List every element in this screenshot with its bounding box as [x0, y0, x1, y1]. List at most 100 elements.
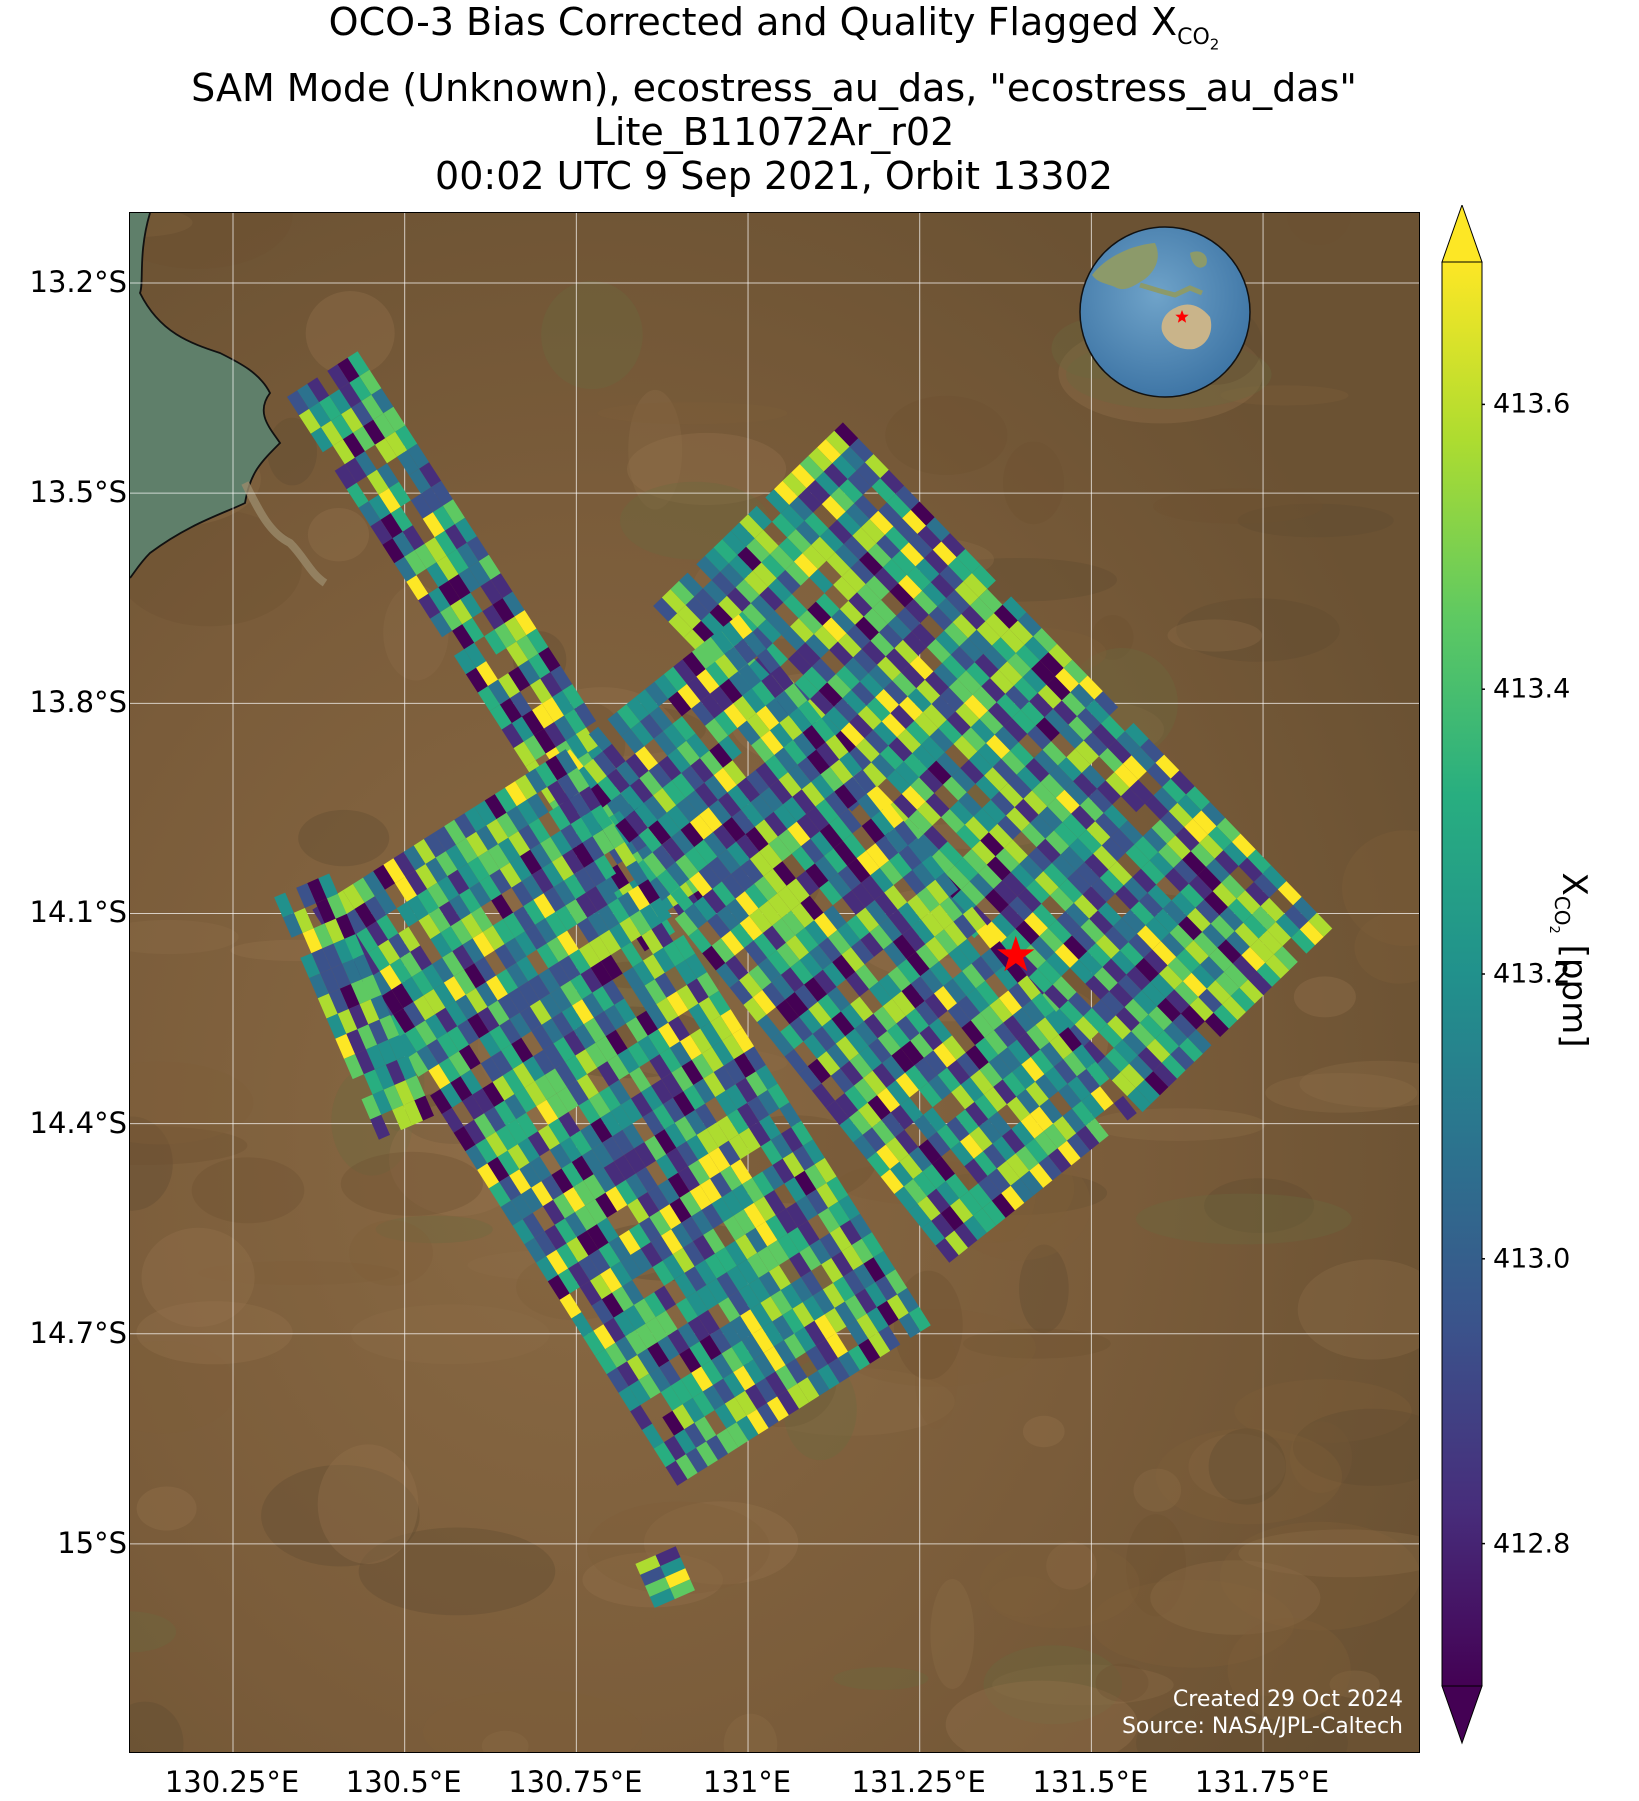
sounding-footprint [1113, 1095, 1137, 1121]
sounding-footprint [908, 1203, 932, 1229]
sounding-footprint [738, 1284, 761, 1310]
sounding-footprint [541, 1018, 564, 1044]
sounding-footprint [1001, 1185, 1025, 1211]
sounding-footprint [671, 829, 695, 855]
sounding-footprint [887, 966, 911, 992]
sounding-footprint [1095, 813, 1119, 838]
sounding-footprint [578, 1255, 601, 1281]
sounding-footprint [898, 845, 922, 871]
sounding-footprint [732, 1027, 755, 1053]
sounding-footprint [825, 430, 850, 455]
sounding-footprint [641, 1085, 663, 1111]
source-credit: Source: NASA/JPL-Caltech [1121, 1714, 1403, 1739]
sounding-footprint [688, 928, 712, 954]
sounding-footprint [462, 1094, 484, 1120]
sounding-footprint [1199, 834, 1224, 859]
map-panel[interactable]: Created 29 Oct 2024 Source: NASA/JPL-Cal… [129, 212, 1420, 1753]
sounding-footprint [542, 1199, 565, 1225]
sounding-footprint [668, 691, 692, 717]
sounding-footprint [1153, 787, 1178, 812]
sounding-footprint [765, 489, 790, 514]
sounding-footprint [739, 972, 763, 998]
sounding-footprint [516, 635, 539, 661]
sounding-footprint [885, 1269, 908, 1295]
sounding-footprint [1265, 954, 1290, 979]
sounding-footprint [652, 1260, 675, 1286]
sounding-footprint [965, 1102, 989, 1127]
sounding-footprint [772, 1158, 795, 1184]
sounding-footprint [287, 390, 309, 416]
sounding-footprint [1037, 960, 1062, 985]
sounding-footprint [1003, 718, 1028, 743]
sounding-footprint [887, 615, 912, 640]
sounding-footprint [856, 462, 881, 487]
sounding-footprint [916, 679, 941, 704]
terrain-patch [130, 213, 293, 269]
sounding-footprint [1076, 1069, 1100, 1094]
sounding-footprint [507, 1144, 530, 1170]
sounding-footprint [973, 1151, 997, 1176]
colorbar-tick-label: 413.6 [1493, 388, 1571, 420]
sounding-footprint [781, 910, 805, 936]
sounding-footprint [1027, 725, 1052, 750]
sounding-footprint [307, 878, 327, 904]
sounding-footprint [710, 686, 734, 711]
sounding-footprint [504, 781, 527, 807]
sounding-footprint [1039, 1098, 1063, 1124]
sounding-footprint [1029, 1163, 1053, 1188]
sounding-footprint [774, 747, 798, 773]
sounding-footprint [824, 848, 848, 874]
sounding-footprint [964, 1158, 988, 1184]
sounding-footprint [541, 1174, 564, 1200]
sounding-footprint [1026, 879, 1050, 904]
sounding-footprint [795, 927, 819, 953]
sounding-footprint [713, 1065, 736, 1091]
sounding-footprint [410, 493, 433, 519]
sounding-footprint [647, 877, 671, 902]
sounding-footprint [933, 663, 958, 688]
sounding-footprint [956, 549, 981, 574]
sounding-footprint [881, 1112, 905, 1138]
sounding-footprint [797, 1377, 820, 1403]
sounding-footprint [725, 1240, 747, 1266]
sounding-footprint [1080, 918, 1105, 943]
sounding-footprint [579, 1280, 602, 1306]
sounding-footprint [974, 653, 999, 679]
sounding-footprint [885, 648, 910, 673]
sounding-footprint [538, 968, 561, 994]
sounding-footprint [746, 713, 770, 738]
sounding-footprint [964, 816, 989, 841]
terrain-patch [130, 1125, 248, 1165]
sounding-footprint [519, 1162, 542, 1188]
sounding-footprint [635, 1167, 658, 1193]
sounding-footprint [1055, 789, 1080, 814]
sounding-footprint [358, 501, 381, 527]
sounding-footprint [432, 957, 454, 983]
sounding-footprint [487, 679, 510, 705]
sounding-footprint [846, 624, 871, 650]
sounding-footprint [344, 1054, 364, 1080]
sounding-footprint [310, 427, 333, 453]
sounding-footprint [430, 1089, 452, 1115]
sounding-footprint [591, 1142, 614, 1168]
sounding-footprint [1015, 1146, 1039, 1171]
sounding-footprint [663, 723, 687, 749]
map-canvas[interactable] [130, 213, 1420, 1753]
sounding-footprint [773, 480, 798, 505]
sounding-footprint [676, 740, 700, 766]
sounding-footprint [1017, 1032, 1041, 1057]
sounding-footprint [480, 579, 503, 605]
sounding-footprint [767, 1083, 790, 1109]
sounding-footprint [996, 1161, 1020, 1186]
sounding-footprint [1247, 849, 1272, 874]
sounding-footprint [710, 1015, 733, 1041]
sounding-footprint [1234, 922, 1259, 947]
sounding-footprint [1034, 1131, 1058, 1156]
sounding-footprint [722, 817, 746, 842]
sounding-footprint [986, 856, 1011, 881]
sounding-footprint [552, 690, 575, 716]
sounding-footprint [1059, 724, 1084, 749]
sounding-footprint [472, 932, 495, 957]
sounding-footprint [906, 951, 930, 977]
sounding-footprint [867, 543, 892, 568]
